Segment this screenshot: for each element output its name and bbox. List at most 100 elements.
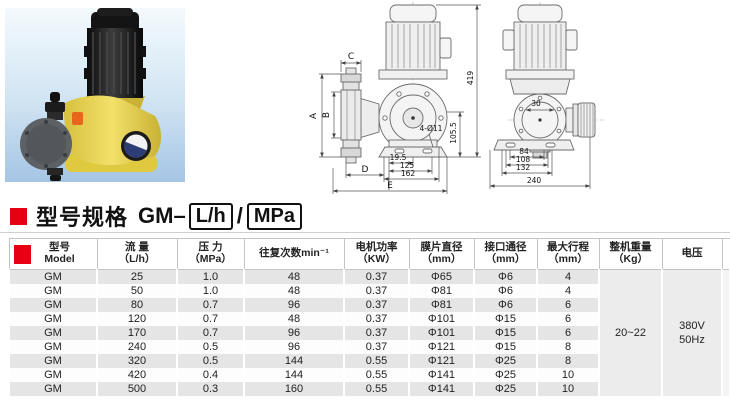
- dim-19-5: 19.5: [390, 153, 407, 162]
- col-header-diaphragm: 膜片直径 （mm）: [408, 238, 475, 270]
- motor-cap: [91, 12, 139, 32]
- dim-108: 108: [516, 155, 531, 164]
- table-cell: 48: [243, 269, 345, 284]
- spec-table: 型号 Model 流 量（L/h） 压 力（MPa） 往复次数min⁻¹ 电机功…: [8, 238, 730, 396]
- heading-model-prefix: GM–: [138, 203, 186, 228]
- dim-84: 84: [519, 147, 529, 156]
- table-cell: 96: [243, 298, 345, 312]
- dim-label-d: D: [362, 165, 369, 175]
- table-cell: 0.37: [343, 340, 410, 354]
- table-cell: 144: [243, 354, 345, 368]
- table-cell: 144: [243, 368, 345, 382]
- table-edge-sliver: [721, 269, 730, 396]
- table-cell: 1.0: [176, 284, 245, 298]
- table-cell: GM: [8, 269, 98, 284]
- dim-label-b: B: [322, 112, 332, 118]
- dim-125: 125: [400, 161, 415, 170]
- table-cell: 8: [536, 354, 600, 368]
- section-heading: 型号规格 GM– L/h / MPa: [10, 200, 305, 232]
- table-cell: Φ25: [473, 382, 538, 396]
- dim-162: 162: [401, 169, 416, 178]
- table-cell: 120: [96, 312, 178, 326]
- table-row: GM 120 0.7 48 0.37 Φ101 Φ15 6: [8, 312, 730, 326]
- table-cell: 0.55: [343, 354, 410, 368]
- table-cell: Φ6: [473, 269, 538, 284]
- table-row: GM 50 1.0 48 0.37 Φ81 Φ6 4: [8, 284, 730, 298]
- table-row: GM 170 0.7 96 0.37 Φ101 Φ15 6: [8, 326, 730, 340]
- table-cell: GM: [8, 284, 98, 298]
- heading-bullet-icon: [10, 207, 27, 225]
- table-cell: 0.7: [176, 312, 245, 326]
- table-row: GM 320 0.5 144 0.55 Φ121 Φ25 8: [8, 354, 730, 368]
- dim-419: 419: [466, 71, 475, 86]
- front-view-drawing: C A B D E 419 105.5 4-Ø11 19.5 125 162: [309, 2, 481, 194]
- col-header-max-stroke: 最大行程 （mm）: [536, 238, 600, 270]
- dim-bolt-holes: 4-Ø11: [420, 124, 443, 133]
- table-cell: 1.0: [176, 269, 245, 284]
- table-cell: GM: [8, 298, 98, 312]
- table-cell: 0.4: [176, 368, 245, 382]
- table-cell: 170: [96, 326, 178, 340]
- col-header-weight: 整机重量 （Kg）: [598, 238, 663, 270]
- table-cell: GM: [8, 382, 98, 396]
- table-cell: 500: [96, 382, 178, 396]
- col-header-strokes: 往复次数min⁻¹: [243, 238, 345, 270]
- table-header-row: 型号 Model 流 量（L/h） 压 力（MPa） 往复次数min⁻¹ 电机功…: [8, 238, 730, 270]
- table-cell: 0.3: [176, 382, 245, 396]
- table-cell: 0.5: [176, 340, 245, 354]
- table-cell: Φ25: [473, 368, 538, 382]
- dim-132: 132: [516, 163, 531, 172]
- table-cell: 6: [536, 298, 600, 312]
- table-cell: Φ81: [408, 284, 475, 298]
- unit-box-mpa: MPa: [246, 202, 302, 230]
- dim-label-a: A: [309, 112, 319, 119]
- weight-merged-cell: 20~22: [598, 269, 663, 396]
- model-header-bullet-icon: [13, 244, 31, 264]
- table-cell: 48: [243, 284, 345, 298]
- table-cell: 0.5: [176, 354, 245, 368]
- table-cell: 4: [536, 269, 600, 284]
- table-cell: 50: [96, 284, 178, 298]
- table-cell: 0.7: [176, 298, 245, 312]
- table-top-rule: [0, 232, 730, 233]
- col-header-voltage: 电压: [661, 238, 723, 270]
- pump-illustration: [20, 8, 161, 181]
- table-cell: 25: [96, 269, 178, 284]
- table-cell: 6: [536, 312, 600, 326]
- table-cell: 10: [536, 368, 600, 382]
- dim-label-c: C: [348, 52, 354, 62]
- table-cell: 80: [96, 298, 178, 312]
- table-cell: Φ15: [473, 340, 538, 354]
- spec-table-body: GM 25 1.0 48 0.37 Φ65 Φ6 4 20~22 380V 50Hz GM 50 1.0 4…: [8, 269, 730, 396]
- table-cell: 0.37: [343, 312, 410, 326]
- table-cell: Φ81: [408, 298, 475, 312]
- table-row: GM 500 0.3 160 0.55 Φ141 Φ25 10: [8, 382, 730, 396]
- table-cell: Φ141: [408, 382, 475, 396]
- table-cell: Φ141: [408, 368, 475, 382]
- table-cell: Φ101: [408, 312, 475, 326]
- table-row: GM 420 0.4 144 0.55 Φ141 Φ25 10: [8, 368, 730, 382]
- table-cell: Φ25: [473, 354, 538, 368]
- table-cell: Φ101: [408, 326, 475, 340]
- table-cell: 0.55: [343, 368, 410, 382]
- dimension-lines: [319, 4, 481, 194]
- dim-30: 30: [531, 99, 541, 108]
- table-cell: 0.37: [343, 326, 410, 340]
- side-view-drawing: 30 84 108 132 240: [489, 2, 604, 189]
- pump-head-outline: [340, 89, 362, 141]
- table-cell: 420: [96, 368, 178, 382]
- table-cell: 10: [536, 382, 600, 396]
- table-cell: GM: [8, 354, 98, 368]
- table-cell: Φ121: [408, 340, 475, 354]
- col-header-edge-sliver: [721, 238, 730, 270]
- table-cell: Φ6: [473, 284, 538, 298]
- table-cell: 0.37: [343, 298, 410, 312]
- table-cell: 6: [536, 326, 600, 340]
- table-cell: 0.7: [176, 326, 245, 340]
- table-cell: 0.55: [343, 382, 410, 396]
- top-valve-fitting: [50, 92, 60, 102]
- table-cell: Φ65: [408, 269, 475, 284]
- dim-105-5: 105.5: [449, 122, 458, 144]
- table-cell: 160: [243, 382, 345, 396]
- table-cell: 96: [243, 326, 345, 340]
